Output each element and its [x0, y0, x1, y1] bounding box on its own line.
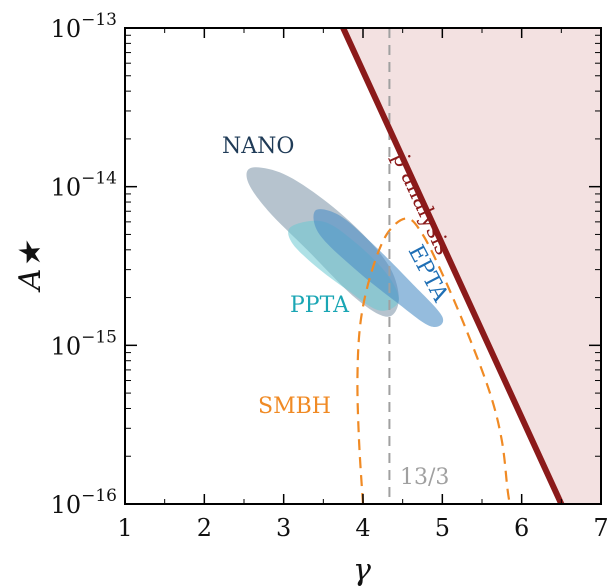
ppta-label: PPTA — [290, 293, 350, 318]
nano-label: NANO — [222, 134, 294, 159]
x-tick-label: 1 — [117, 514, 132, 542]
x-axis-label: γ — [353, 553, 371, 587]
epta-region — [313, 209, 444, 328]
x-tick-label: 6 — [514, 514, 529, 542]
y-tick-label: 10−14 — [51, 169, 117, 202]
axis-ticks: 1 2 3 4 5 6 7 10−16 10−15 10−14 10−13 — [51, 10, 609, 542]
x-tick-label: 7 — [593, 514, 608, 542]
pdot-bound-line — [339, 28, 565, 504]
x-tick-label: 4 — [355, 514, 370, 542]
y-tick-label: 10−13 — [51, 10, 117, 43]
vline-label: 13/3 — [400, 465, 449, 490]
y-tick-label: 10−16 — [51, 486, 117, 519]
y-tick-label: 10−15 — [51, 327, 117, 360]
x-tick-label: 3 — [276, 514, 291, 542]
ppta-region — [288, 220, 399, 311]
y-axis-label: A★ — [13, 240, 48, 294]
smbh-label: SMBH — [258, 394, 331, 419]
smbh-contour — [356, 217, 511, 504]
excluded-region — [343, 28, 601, 504]
x-tick-label: 5 — [435, 514, 450, 542]
x-tick-label: 2 — [197, 514, 212, 542]
